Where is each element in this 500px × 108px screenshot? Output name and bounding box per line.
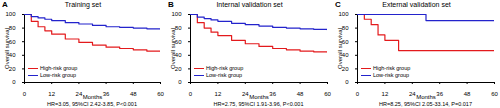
html-text:Low-risk group: Low-risk group xyxy=(373,72,410,78)
svg-text:Overall survival: Overall survival xyxy=(337,28,343,69)
svg-text:36: 36 xyxy=(103,91,110,97)
html-text:HR=2.75, 95%CI 1.91-3.96, P<0.: HR=2.75, 95%CI 1.91-3.96, P<0.001 xyxy=(213,101,304,107)
svg-text:0: 0 xyxy=(12,79,16,85)
svg-text:20: 20 xyxy=(175,66,182,72)
svg-text:20: 20 xyxy=(342,66,349,72)
html-text:A: A xyxy=(2,0,8,9)
svg-text:36: 36 xyxy=(269,91,276,97)
svg-text:36: 36 xyxy=(436,91,443,97)
svg-text:40: 40 xyxy=(175,52,182,58)
svg-text:20: 20 xyxy=(9,66,16,72)
svg-text:0: 0 xyxy=(23,91,27,97)
svg-text:100: 100 xyxy=(338,11,349,17)
svg-text:48: 48 xyxy=(130,91,137,97)
svg-text:Months: Months xyxy=(83,94,103,100)
svg-text:24: 24 xyxy=(409,90,416,97)
svg-text:12: 12 xyxy=(215,91,222,97)
svg-text:0: 0 xyxy=(345,79,349,85)
html-text:HR=3.05, 95%CI 2.42-3.85, P<0.: HR=3.05, 95%CI 2.42-3.85, P<0.001 xyxy=(47,101,137,107)
svg-text:100: 100 xyxy=(171,11,182,17)
svg-text:12: 12 xyxy=(382,91,389,97)
html-text:Low-risk group: Low-risk group xyxy=(40,72,77,78)
svg-text:48: 48 xyxy=(297,91,304,97)
svg-text:Overall survival: Overall survival xyxy=(170,28,176,69)
html-text:B: B xyxy=(168,0,174,9)
svg-text:40: 40 xyxy=(9,52,16,58)
svg-text:80: 80 xyxy=(9,25,16,31)
html-text:HR=8.25, 95%CI 2.05-33.14, P=0: HR=8.25, 95%CI 2.05-33.14, P=0.017 xyxy=(379,101,472,107)
svg-text:Months: Months xyxy=(416,94,436,100)
html-text:High-risk group: High-risk group xyxy=(40,65,78,71)
svg-text:Months: Months xyxy=(249,94,269,100)
svg-text:60: 60 xyxy=(9,39,16,45)
svg-text:60: 60 xyxy=(175,39,182,45)
html-text:Internal validation set: Internal validation set xyxy=(216,1,283,8)
svg-text:60: 60 xyxy=(324,91,331,97)
svg-text:Overall survival: Overall survival xyxy=(4,28,10,69)
svg-text:24: 24 xyxy=(75,90,83,97)
html-text:High-risk group: High-risk group xyxy=(206,65,244,71)
svg-text:80: 80 xyxy=(342,25,349,31)
svg-text:0: 0 xyxy=(189,91,193,97)
svg-text:48: 48 xyxy=(464,91,471,97)
svg-text:60: 60 xyxy=(157,91,164,97)
svg-text:24: 24 xyxy=(242,90,249,97)
svg-text:100: 100 xyxy=(5,11,16,17)
svg-text:0: 0 xyxy=(178,79,182,85)
html-text:Low-risk group: Low-risk group xyxy=(206,72,243,78)
svg-text:80: 80 xyxy=(175,25,182,31)
svg-text:0: 0 xyxy=(356,91,360,97)
html-text:Training set: Training set xyxy=(64,1,102,8)
svg-text:60: 60 xyxy=(342,39,349,45)
svg-text:40: 40 xyxy=(342,52,349,58)
html-text:High-risk group: High-risk group xyxy=(373,65,411,71)
html-text:C: C xyxy=(335,0,341,9)
svg-text:60: 60 xyxy=(491,91,498,97)
svg-text:12: 12 xyxy=(48,91,55,97)
html-text:External validation set: External validation set xyxy=(382,1,451,8)
